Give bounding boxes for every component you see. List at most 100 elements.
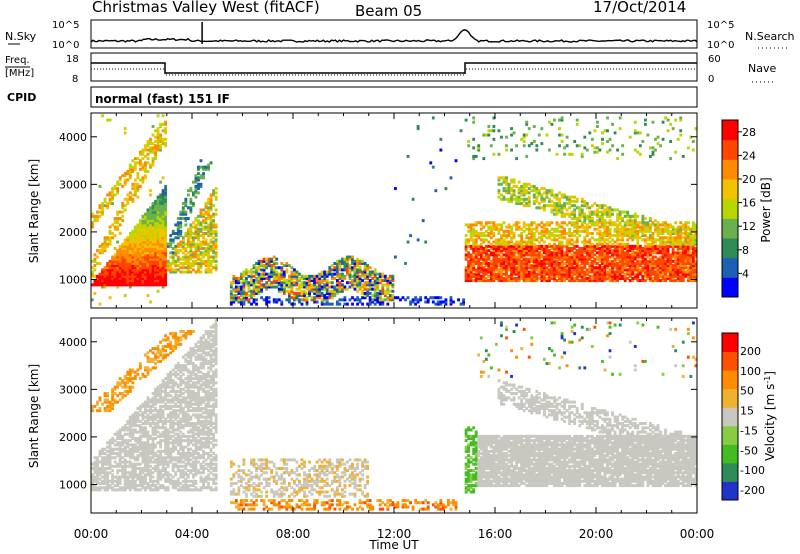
rti-cell xyxy=(550,268,554,272)
rti-cell xyxy=(621,246,625,250)
rti-cell xyxy=(580,251,584,255)
rti-cell xyxy=(267,274,271,278)
rti-cell xyxy=(343,285,347,289)
rti-cell xyxy=(535,264,539,268)
rti-cell xyxy=(138,159,142,163)
rti-cell xyxy=(184,249,188,253)
rti-cell xyxy=(560,249,564,253)
rti-cell xyxy=(583,225,587,229)
rti-cell xyxy=(189,270,193,274)
rti-cell xyxy=(280,274,284,278)
rti-cell xyxy=(676,137,680,141)
rti-cell xyxy=(166,268,170,272)
rti-cell xyxy=(618,231,622,235)
rti-cell xyxy=(207,163,210,167)
rti-cell xyxy=(500,272,503,276)
rti-cell xyxy=(661,223,665,227)
rti-cell xyxy=(515,259,519,263)
rti-cell xyxy=(659,264,662,268)
rti-cell xyxy=(275,266,279,270)
rti-cell xyxy=(601,253,604,257)
rti-cell xyxy=(146,212,150,216)
rti-cell xyxy=(532,184,536,188)
rti-cell xyxy=(156,202,160,206)
rti-cell xyxy=(641,253,645,257)
rti-cell xyxy=(146,242,150,246)
rti-cell xyxy=(646,253,650,257)
rti-cell xyxy=(568,266,572,270)
rti-cell xyxy=(626,212,630,216)
rti-cell xyxy=(169,270,173,274)
rti-cell xyxy=(598,229,602,233)
rti-cell xyxy=(563,261,566,265)
rti-cell xyxy=(583,246,587,250)
rti-cell xyxy=(141,165,145,169)
rti-cell xyxy=(646,276,650,280)
rti-cell xyxy=(209,219,213,223)
rti-cell xyxy=(159,204,162,208)
rti-cell xyxy=(464,246,468,250)
rti-cell xyxy=(351,261,354,265)
rti-cell xyxy=(123,127,127,131)
rti-cell xyxy=(272,276,276,280)
rti-cell xyxy=(666,261,670,265)
rti-cell xyxy=(358,281,362,285)
rti-cell xyxy=(686,240,690,244)
rti-cell xyxy=(174,261,178,265)
rti-cell xyxy=(421,219,425,223)
rti-cell xyxy=(608,261,612,265)
rti-cell xyxy=(515,221,519,225)
rti-cell xyxy=(601,210,604,214)
rti-cell xyxy=(590,253,594,257)
rti-cell xyxy=(568,259,572,263)
rti-cell xyxy=(593,210,597,214)
rti-cell xyxy=(664,266,667,270)
rti-cell xyxy=(154,272,157,276)
rti-cell xyxy=(146,157,150,161)
rti-cell xyxy=(174,268,178,272)
rti-cell xyxy=(553,259,556,263)
rti-cell xyxy=(505,225,508,229)
rti-cell xyxy=(565,274,569,278)
rti-cell xyxy=(361,283,364,287)
rti-cell xyxy=(93,466,97,470)
rti-cell xyxy=(517,227,521,231)
rti-cell xyxy=(91,404,94,408)
rti-cell xyxy=(313,279,317,283)
rti-cell xyxy=(116,251,120,255)
rti-cell xyxy=(535,225,539,229)
rti-cell xyxy=(179,217,183,221)
rti-cell xyxy=(659,274,662,278)
rti-cell xyxy=(545,191,549,195)
rti-cell xyxy=(186,242,190,246)
rti-cell xyxy=(484,255,488,259)
rti-cell xyxy=(656,257,660,261)
rti-cell xyxy=(409,234,412,238)
rti-cell xyxy=(361,302,364,306)
rti-cell xyxy=(126,238,130,242)
rti-cell xyxy=(303,294,306,298)
rti-cell xyxy=(138,270,142,274)
rti-cell xyxy=(532,187,536,191)
rti-cell xyxy=(676,238,680,242)
rti-cell xyxy=(611,259,614,263)
rti-cell xyxy=(628,264,632,268)
rti-cell xyxy=(204,227,208,231)
rti-cell xyxy=(93,219,97,223)
rti-cell xyxy=(111,276,115,280)
rti-cell xyxy=(616,217,620,221)
rti-cell xyxy=(144,264,147,268)
rti-cell xyxy=(118,257,122,261)
rti-cell xyxy=(510,249,513,253)
rti-cell xyxy=(479,257,483,261)
rti-cell xyxy=(388,274,392,278)
rti-cell xyxy=(585,249,589,253)
rti-cell xyxy=(686,255,690,259)
rti-cell xyxy=(507,231,511,235)
rti-cell xyxy=(204,268,208,272)
rti-cell xyxy=(530,223,534,227)
rti-cell xyxy=(532,270,536,274)
rti-cell xyxy=(621,210,625,214)
rti-cell xyxy=(535,206,539,210)
rti-cell xyxy=(659,257,662,261)
